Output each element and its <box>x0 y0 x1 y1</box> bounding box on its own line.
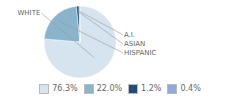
svg-text:HISPANIC: HISPANIC <box>124 49 157 57</box>
html-text:1.2%: 1.2% <box>141 84 162 93</box>
svg-text:WHITE: WHITE <box>17 9 40 17</box>
svg-text:A.I.: A.I. <box>124 31 135 39</box>
svg-text:ASIAN: ASIAN <box>124 40 145 48</box>
html-text:22.0%: 22.0% <box>96 84 123 93</box>
html-text:76.3%: 76.3% <box>52 84 78 93</box>
html-text:0.4%: 0.4% <box>180 84 201 93</box>
